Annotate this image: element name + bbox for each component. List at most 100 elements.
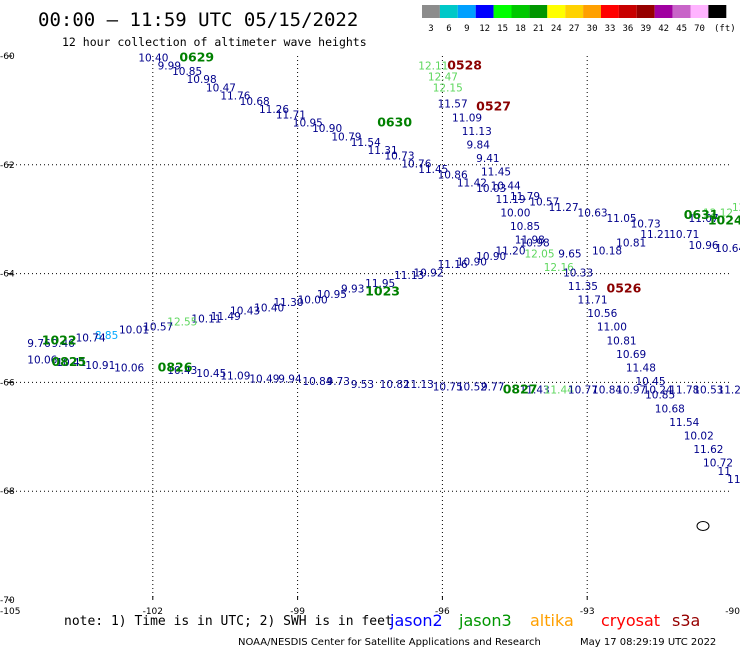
- legend-swatch: [439, 5, 458, 18]
- swh-value: 10.77: [568, 384, 598, 396]
- swh-value: 9.46: [51, 338, 75, 350]
- swh-value: 10.56: [587, 308, 617, 320]
- legend-bin-label: 36: [622, 24, 633, 34]
- legend-swatch: [708, 5, 727, 18]
- swh-value: 10.73: [384, 150, 414, 162]
- legend-swatch: [493, 5, 512, 18]
- swh-value: 10.71: [669, 229, 699, 241]
- swh-value: 11.42: [457, 178, 487, 190]
- swh-value: 11.19: [495, 194, 525, 206]
- pass-time-label: 1024: [708, 213, 740, 228]
- legend-swatch: [529, 5, 548, 18]
- lon-tick-label: -105: [0, 607, 20, 617]
- legend-swatch: [475, 5, 494, 18]
- lat-tick-label: -62: [0, 161, 15, 171]
- swh-value: 10.82: [380, 379, 410, 391]
- swh-value: 10.40: [254, 303, 284, 315]
- satellite-name-s3a: s3a: [672, 611, 700, 630]
- swh-value: 10.02: [684, 431, 714, 443]
- legend-swatch: [565, 5, 584, 18]
- legend-swatch: [690, 5, 709, 18]
- legend-bin-label: 18: [515, 24, 526, 34]
- swh-value: 10.97: [616, 384, 646, 396]
- legend-unit: (ft): [714, 24, 736, 34]
- swh-value: 8.85: [95, 330, 118, 342]
- swh-value: 9.41: [476, 153, 499, 165]
- swh-value: 11.54: [351, 137, 381, 149]
- island-outline: [696, 521, 710, 531]
- swh-value: 11.71: [578, 295, 608, 307]
- swh-value: 12.16: [544, 262, 574, 274]
- lat-tick-label: -70: [0, 596, 15, 606]
- satellite-name-altika: altika: [530, 611, 574, 630]
- swh-value: 10.73: [631, 218, 661, 230]
- swh-value: 10.44: [491, 180, 521, 192]
- swh-value: 11.35: [568, 281, 598, 293]
- swh-value: 10.72: [703, 458, 733, 470]
- legend-swatch: [672, 5, 691, 18]
- swh-value: 11.45: [481, 167, 511, 179]
- swh-value: 10.45: [196, 368, 226, 380]
- swh-value: 10.85: [645, 390, 675, 402]
- map-subtitle: 12 hour collection of altimeter wave hei…: [62, 35, 367, 49]
- legend-swatch: [457, 5, 476, 18]
- legend-bin-label: 30: [587, 24, 598, 34]
- swh-value: 10.00: [500, 207, 530, 219]
- swh-value: 11.49: [211, 311, 241, 323]
- legend-bin-label: 9: [464, 24, 469, 34]
- swh-value: 12.47: [428, 71, 458, 83]
- satellite-legend: jason2 jason3 altika cryosat s3a: [389, 611, 700, 630]
- swh-value: 10.95: [293, 118, 323, 130]
- pass-time-label: 0526: [607, 281, 642, 296]
- lon-tick-label: -102: [143, 607, 163, 617]
- swh-value: 11.48: [626, 363, 656, 375]
- swh-value: 10.68: [655, 403, 685, 415]
- swh-value: 10.69: [616, 349, 646, 361]
- swh-value: 11.45: [418, 164, 448, 176]
- swh-value: 11.43: [520, 384, 550, 396]
- legend-swatch: [583, 5, 601, 18]
- swh-value: 10.90: [476, 251, 506, 263]
- legend-bin-label: 15: [497, 24, 508, 34]
- swh-value: 11.78: [669, 384, 699, 396]
- swh-value: 9.76: [27, 338, 51, 350]
- swh-value: 10.85: [172, 66, 202, 78]
- legend-swatch: [654, 5, 673, 18]
- swh-value: 10.91: [85, 360, 115, 372]
- swh-value: 10.52: [457, 382, 487, 394]
- swh-value: 10.49: [249, 373, 279, 385]
- swh-value: 10.06: [27, 354, 57, 366]
- credit-text: NOAA/NESDIS Center for Satellite Applica…: [238, 637, 541, 648]
- pass-time-label: 1023: [365, 283, 400, 298]
- legend-swatch: [636, 5, 655, 18]
- pass-time-label: 0630: [377, 115, 412, 130]
- swh-value: 11: [718, 466, 731, 478]
- lat-tick-label: -66: [0, 378, 15, 388]
- lat-lon-grid: [8, 55, 732, 601]
- swh-value: 11.54: [669, 417, 699, 429]
- swh-value: 10.18: [592, 246, 622, 258]
- swh-value: 10.63: [578, 207, 608, 219]
- swh-value: 9.65: [558, 248, 581, 260]
- swh-value: 11.29: [718, 384, 740, 396]
- swh-value: 10.01: [119, 324, 149, 336]
- swh-value: 9.77: [481, 382, 504, 394]
- lon-tick-label: -90: [725, 607, 740, 617]
- swh-value: 10.98: [520, 237, 550, 249]
- pass-time-label: 0825: [51, 354, 86, 369]
- legend-bin-label: 33: [605, 24, 616, 34]
- swh-value: 10.86: [438, 169, 468, 181]
- swh-value: 11.09: [220, 371, 250, 383]
- swh-value: 9.94: [278, 373, 302, 385]
- swh-value: 10.45: [635, 376, 665, 388]
- lon-tick-label: -93: [580, 607, 595, 617]
- legend-bin-label: 70: [694, 24, 705, 34]
- legend-bin-label: 12: [479, 24, 490, 34]
- swh-value: 10.92: [413, 267, 443, 279]
- legend-bin-label: 6: [446, 24, 451, 34]
- swh-value: 11.26: [259, 104, 289, 116]
- swh-value: 12.55: [167, 316, 197, 328]
- swh-value: 9.73: [327, 376, 350, 388]
- swh-value: 12.15: [433, 82, 463, 94]
